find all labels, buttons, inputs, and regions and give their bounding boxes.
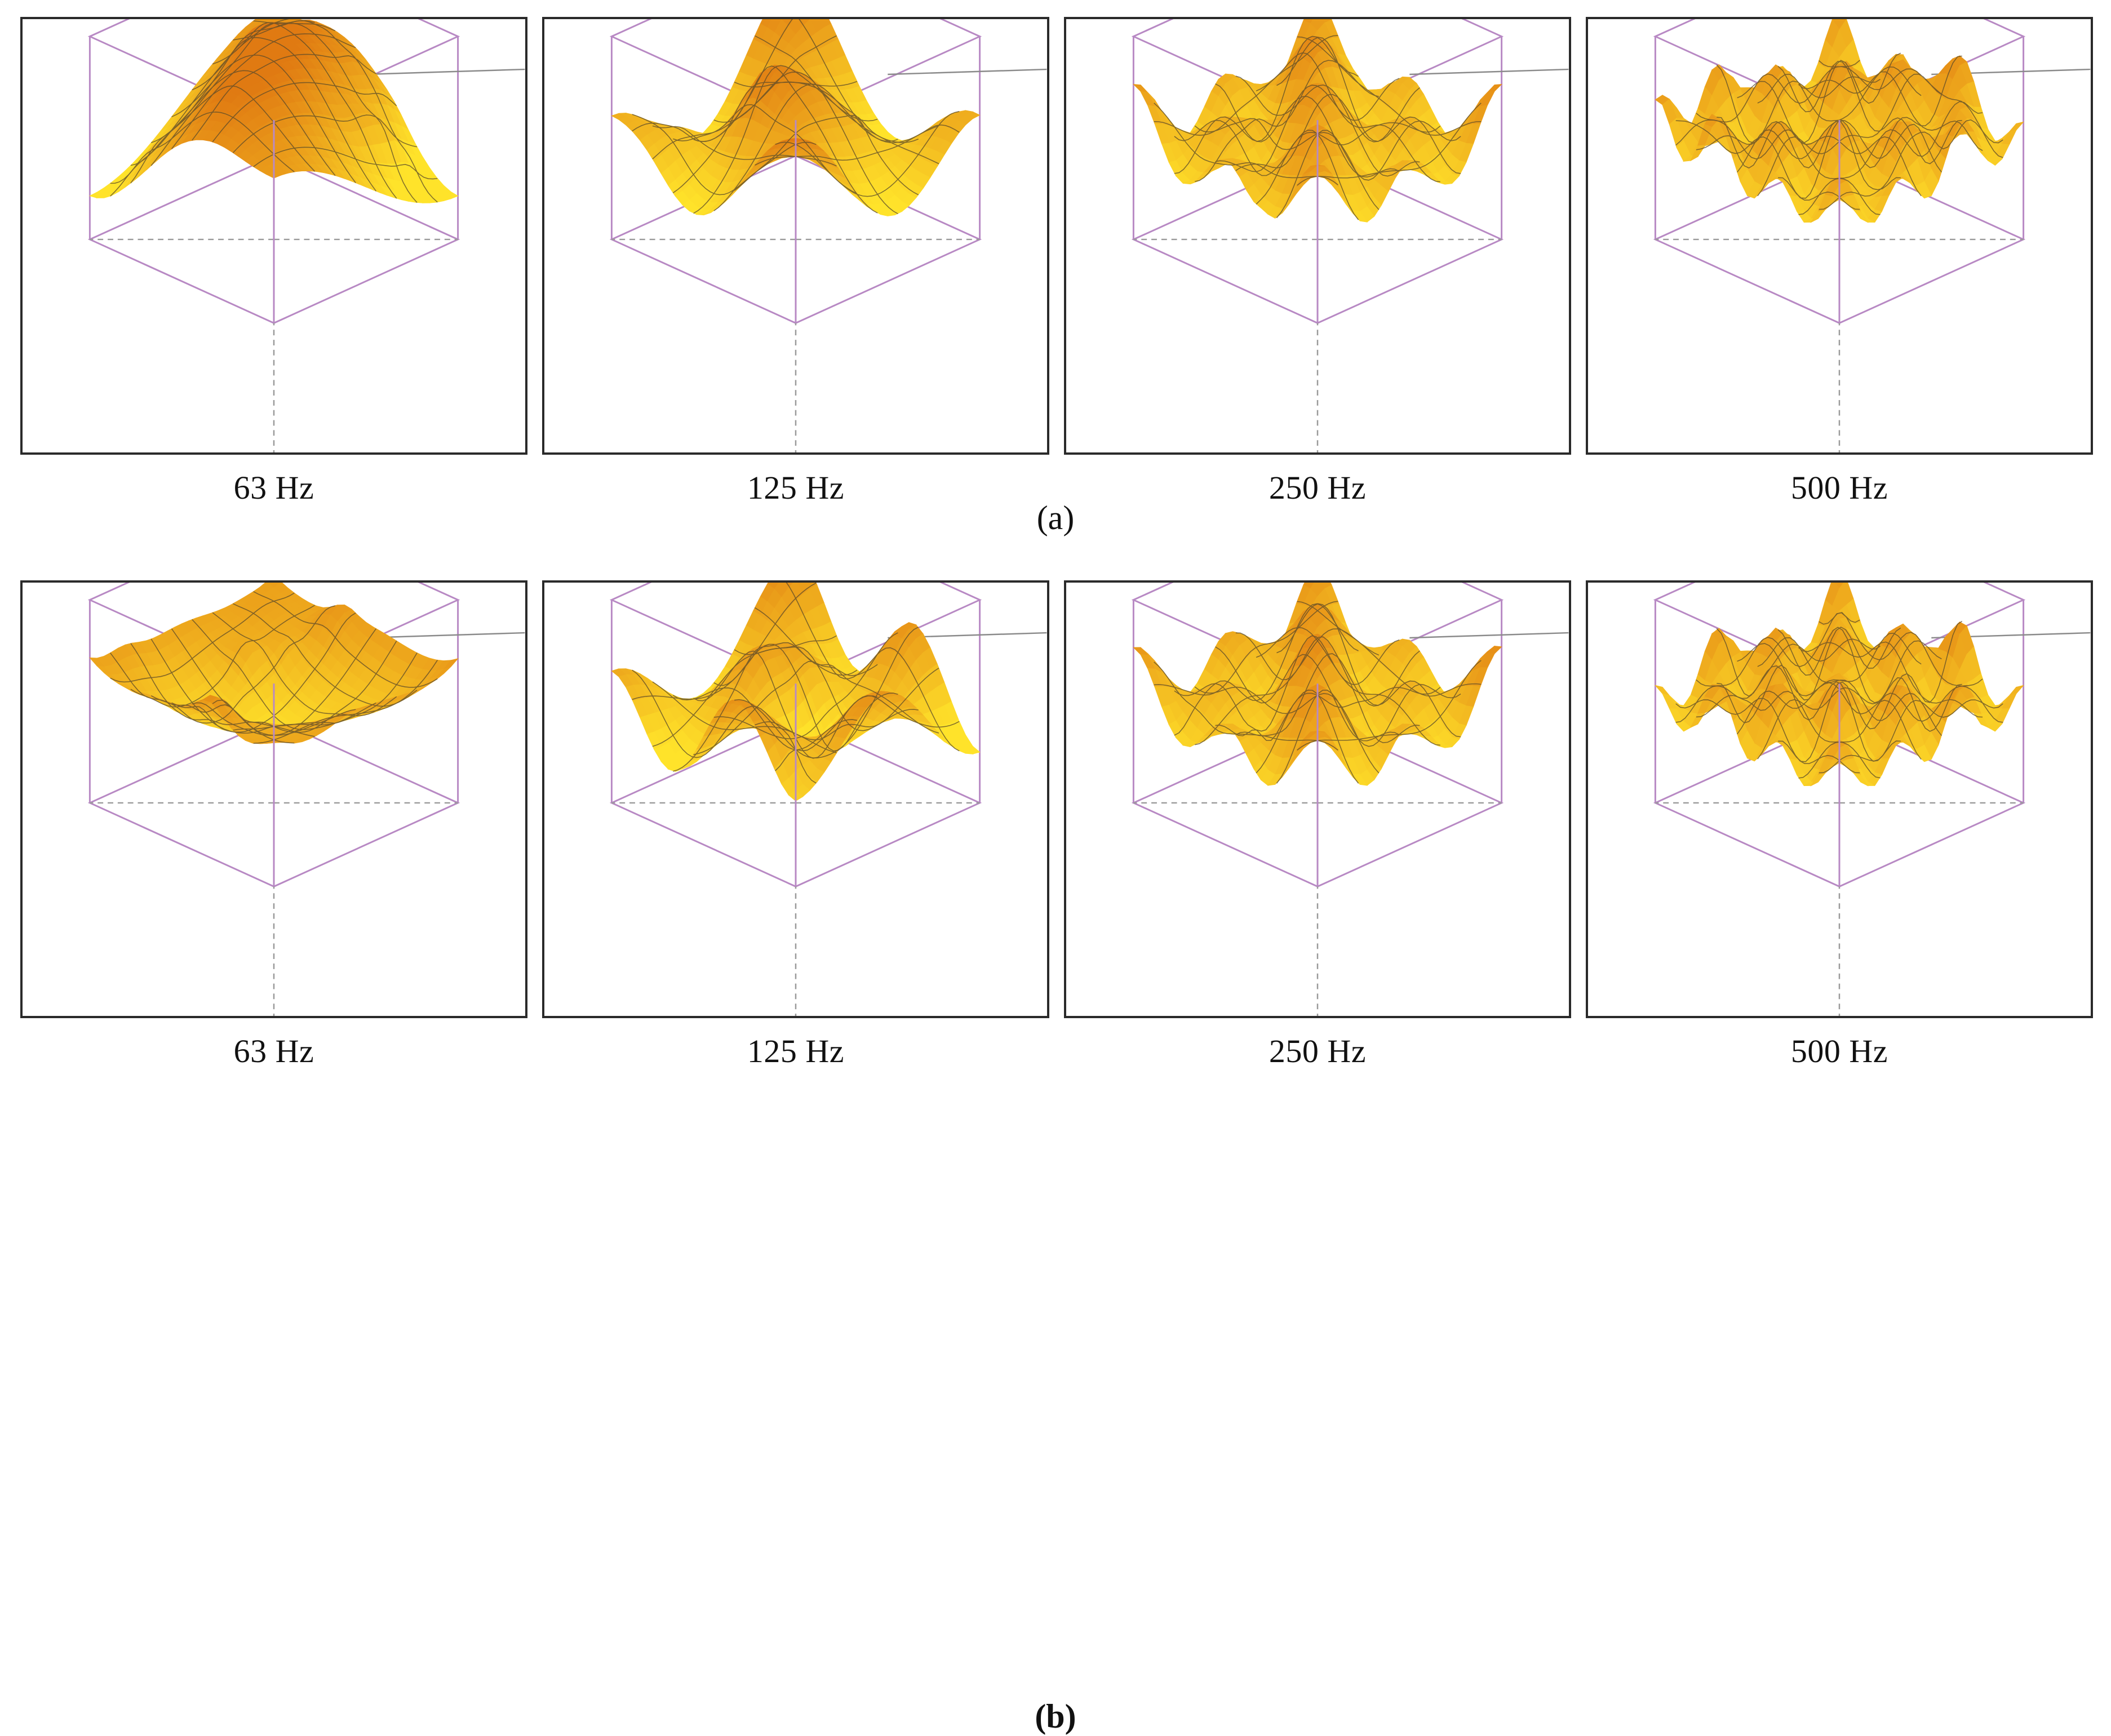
diagonal-axis — [888, 69, 1046, 74]
diagonal-axis — [1409, 69, 1568, 74]
diagonal-axis — [366, 69, 525, 74]
surface-plot-svg — [544, 19, 1047, 452]
panel-b-63hz — [20, 580, 527, 1018]
panel-a-63hz — [20, 17, 527, 455]
panel-a-500hz — [1586, 17, 2093, 455]
panel-a-125hz — [542, 17, 1049, 455]
surface-plot-svg — [544, 583, 1047, 1016]
panel-label-b-500hz: 500 Hz — [1586, 1032, 2093, 1070]
panel-b-250hz — [1064, 580, 1571, 1018]
panel-label-b-63hz: 63 Hz — [20, 1032, 527, 1070]
panel-label-b-250hz: 250 Hz — [1064, 1032, 1571, 1070]
diagonal-axis — [1409, 633, 1568, 638]
panel-b-500hz — [1586, 580, 2093, 1018]
surface-plot-svg — [23, 19, 525, 452]
surface-plot-svg — [1066, 583, 1569, 1016]
row-caption-b: (b) — [0, 1697, 2111, 1736]
surface-plot-svg — [1588, 583, 2091, 1016]
panel-label-b-125hz: 125 Hz — [542, 1032, 1049, 1070]
surface-plot-svg — [1066, 19, 1569, 452]
row-caption-a: (a) — [0, 499, 2111, 538]
panel-b-125hz — [542, 580, 1049, 1018]
surface-plot-svg — [23, 583, 525, 1016]
surface-plot-svg — [1588, 19, 2091, 452]
panel-a-250hz — [1064, 17, 1571, 455]
